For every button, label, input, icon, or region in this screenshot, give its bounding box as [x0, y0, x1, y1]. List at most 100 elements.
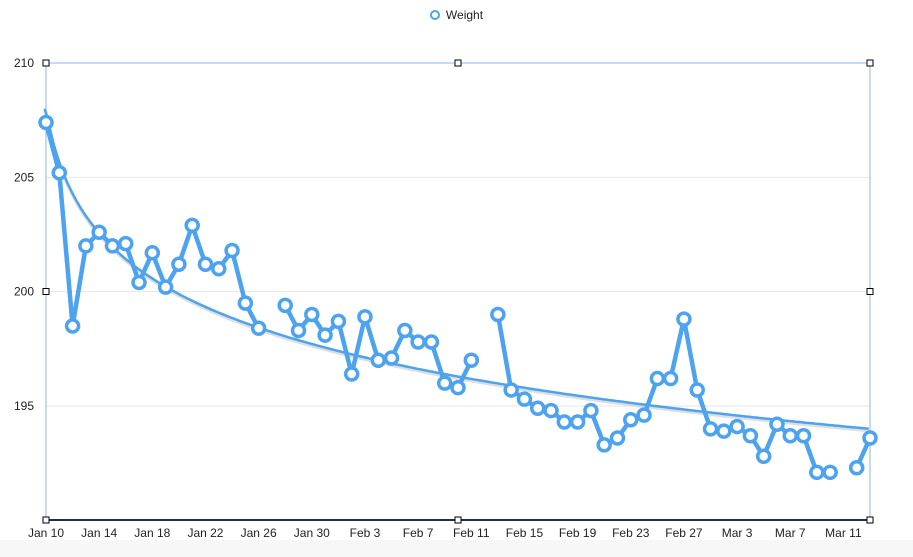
- series-line: [43, 121, 261, 330]
- y-tick-label: 200: [14, 285, 34, 299]
- data-point[interactable]: [636, 407, 652, 423]
- data-point[interactable]: [64, 318, 81, 334]
- x-tick-label: Jan 30: [294, 526, 330, 540]
- selection-handles[interactable]: [42, 59, 874, 524]
- data-point[interactable]: [503, 382, 519, 398]
- x-tick-label: Jan 26: [241, 526, 277, 540]
- data-point[interactable]: [423, 334, 440, 350]
- data-point[interactable]: [290, 322, 307, 339]
- data-point[interactable]: [197, 256, 214, 272]
- y-tick-label: 205: [14, 170, 34, 184]
- data-point[interactable]: [676, 311, 692, 327]
- data-point[interactable]: [609, 430, 626, 446]
- y-axis: 195 200 205 210: [14, 56, 34, 413]
- data-point[interactable]: [184, 217, 200, 234]
- chart-legend: Weight: [0, 8, 913, 23]
- data-point[interactable]: [171, 256, 187, 272]
- x-tick-label: Mar 11: [825, 526, 862, 540]
- data-point[interactable]: [357, 309, 373, 325]
- data-point[interactable]: [237, 295, 254, 311]
- data-point[interactable]: [211, 261, 227, 277]
- data-point[interactable]: [623, 411, 639, 428]
- data-point[interactable]: [569, 414, 586, 430]
- legend-item-weight[interactable]: Weight: [429, 8, 484, 22]
- x-tick-label: Feb 15: [506, 526, 544, 540]
- data-point[interactable]: [662, 370, 679, 387]
- data-point[interactable]: [410, 334, 426, 350]
- legend-label: Weight: [445, 8, 484, 22]
- data-point[interactable]: [822, 464, 838, 481]
- data-point[interactable]: [157, 279, 174, 295]
- data-point[interactable]: [78, 238, 94, 254]
- data-point[interactable]: [144, 245, 161, 261]
- data-point[interactable]: [91, 224, 107, 240]
- x-tick-label: Jan 10: [28, 526, 64, 540]
- data-point[interactable]: [277, 297, 293, 314]
- data-point[interactable]: [370, 352, 387, 369]
- x-tick-label: Jan 22: [187, 526, 223, 540]
- data-point[interactable]: [463, 352, 480, 369]
- y-tick-label: 210: [14, 56, 34, 70]
- data-point[interactable]: [304, 306, 320, 323]
- data-point[interactable]: [317, 327, 333, 343]
- resize-handle[interactable]: [866, 288, 874, 295]
- data-point[interactable]: [490, 306, 506, 323]
- data-point[interactable]: [450, 379, 466, 396]
- data-point[interactable]: [330, 313, 347, 330]
- data-point[interactable]: [543, 402, 559, 419]
- data-point[interactable]: [383, 350, 400, 366]
- data-point[interactable]: [436, 375, 453, 391]
- data-point[interactable]: [769, 416, 785, 433]
- data-point[interactable]: [250, 320, 267, 337]
- gridlines: [46, 176, 870, 407]
- x-tick-label: Jan 18: [134, 526, 170, 540]
- resize-handle[interactable]: [866, 516, 874, 524]
- data-point[interactable]: [131, 274, 147, 291]
- resize-handle[interactable]: [42, 288, 50, 295]
- x-tick-label: Feb 7: [403, 526, 434, 540]
- x-tick-label: Feb 23: [612, 526, 650, 540]
- resize-handle[interactable]: [866, 59, 874, 67]
- data-point[interactable]: [224, 242, 240, 259]
- data-point[interactable]: [689, 382, 705, 398]
- data-point[interactable]: [583, 402, 599, 419]
- x-tick-label: Mar 7: [775, 526, 806, 540]
- series-weight: [38, 114, 878, 481]
- x-tick-label: Mar 3: [722, 526, 753, 540]
- data-point[interactable]: [38, 114, 54, 131]
- data-point[interactable]: [795, 427, 812, 444]
- x-tick-label: Feb 11: [453, 526, 490, 540]
- data-point[interactable]: [862, 430, 878, 446]
- data-point[interactable]: [742, 427, 759, 444]
- data-point[interactable]: [809, 464, 825, 481]
- resize-handle[interactable]: [454, 516, 462, 524]
- data-point[interactable]: [117, 235, 134, 252]
- x-tick-label: Feb 27: [665, 526, 703, 540]
- data-point[interactable]: [529, 400, 546, 417]
- data-point[interactable]: [755, 448, 772, 465]
- data-point[interactable]: [782, 427, 799, 444]
- data-point[interactable]: [556, 414, 573, 430]
- resize-handle[interactable]: [42, 516, 50, 524]
- x-axis: Jan 10 Jan 14 Jan 18 Jan 22 Jan 26 Jan 30 Feb …: [28, 526, 862, 540]
- resize-handle[interactable]: [42, 59, 50, 67]
- data-point[interactable]: [716, 423, 732, 439]
- data-point[interactable]: [104, 238, 121, 254]
- data-point[interactable]: [51, 165, 68, 181]
- resize-handle[interactable]: [454, 59, 462, 67]
- data-point[interactable]: [702, 421, 719, 437]
- bottom-band: [0, 540, 913, 557]
- data-point[interactable]: [343, 366, 360, 382]
- data-point[interactable]: [596, 437, 612, 453]
- data-point[interactable]: [649, 370, 666, 387]
- x-tick-label: Feb 19: [559, 526, 597, 540]
- y-tick-label: 195: [14, 399, 34, 413]
- trendline: [43, 108, 869, 433]
- data-point[interactable]: [729, 418, 745, 435]
- data-point[interactable]: [397, 322, 413, 339]
- data-point[interactable]: [848, 459, 865, 476]
- data-point[interactable]: [516, 391, 533, 407]
- trend-curve: [43, 108, 869, 430]
- x-tick-label: Jan 14: [81, 526, 117, 540]
